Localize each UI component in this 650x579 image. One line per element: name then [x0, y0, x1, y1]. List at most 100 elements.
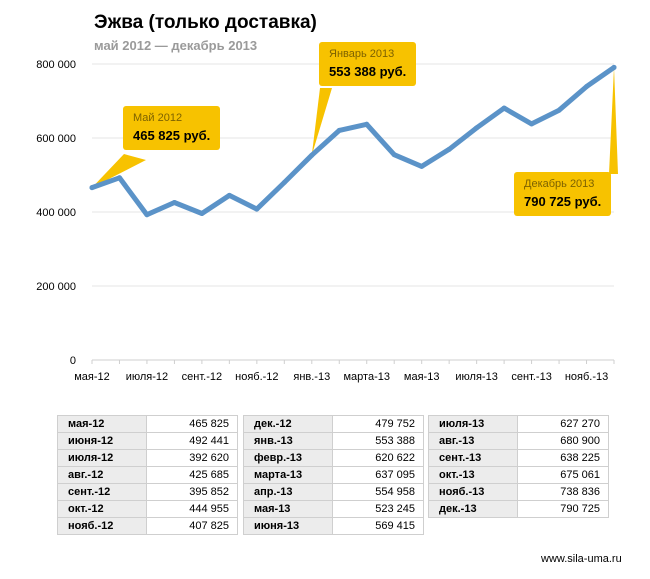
- table-month: сент.-13: [428, 449, 518, 467]
- table-value: 407 825: [146, 517, 238, 535]
- table-value: 569 415: [332, 517, 424, 535]
- table-value: 395 852: [146, 483, 238, 501]
- table-row: июля-12 392 620: [57, 449, 238, 467]
- table-row: дек.-13 790 725: [428, 500, 609, 518]
- table-row: нояб.-13 738 836: [428, 483, 609, 501]
- callout-jan-2013: Январь 2013 553 388 руб.: [319, 42, 417, 86]
- table-row: нояб.-12 407 825: [57, 517, 238, 535]
- x-tick-label: сент.-13: [511, 371, 551, 383]
- x-tick-label: марта-13: [343, 371, 390, 383]
- table-row: янв.-13 553 388: [243, 432, 424, 450]
- table-month: марта-13: [243, 466, 333, 484]
- table-month: нояб.-12: [57, 517, 147, 535]
- callout-value: 790 725 руб.: [524, 194, 602, 209]
- table-row: февр.-13 620 622: [243, 449, 424, 467]
- table-row: мая-13 523 245: [243, 500, 424, 518]
- callout-pointer: [609, 67, 618, 174]
- table-row: марта-13 637 095: [243, 466, 424, 484]
- table-value: 637 095: [332, 466, 424, 484]
- table-month: дек.-13: [428, 500, 518, 518]
- callout-pointer: [92, 154, 146, 188]
- table-value: 620 622: [332, 449, 424, 467]
- x-tick-label: нояб.-12: [235, 371, 278, 383]
- callout-dec-2013: Декабрь 2013 790 725 руб.: [514, 172, 612, 216]
- table-row: июня-13 569 415: [243, 517, 424, 535]
- data-point: [419, 163, 425, 169]
- chart-subtitle: май 2012 — декабрь 2013: [94, 38, 258, 53]
- table-value: 554 958: [332, 483, 424, 501]
- data-point: [336, 127, 342, 133]
- table-month: мая-13: [243, 500, 333, 518]
- table-value: 465 825: [146, 415, 238, 433]
- chart-title: Эжва (только доставка): [94, 12, 317, 33]
- data-point: [474, 125, 480, 131]
- callout-label: Май 2012: [133, 112, 183, 124]
- table-value: 738 836: [517, 483, 609, 501]
- data-table-3: июля-13 627 270 авг.-13 680 900 сент.-13 63…: [428, 415, 609, 518]
- table-value: 479 752: [332, 415, 424, 433]
- table-value: 392 620: [146, 449, 238, 467]
- data-point: [309, 152, 315, 158]
- line-chart: 0 200 000 400 000 600 000 800 000 мая-12 июля-…: [36, 59, 618, 383]
- data-point: [446, 146, 452, 152]
- table-month: сент.-12: [57, 483, 147, 501]
- data-point: [529, 121, 535, 127]
- table-month: нояб.-13: [428, 483, 518, 501]
- table-month: авг.-12: [57, 466, 147, 484]
- data-point: [556, 107, 562, 113]
- table-value: 627 270: [517, 415, 609, 433]
- table-month: июня-12: [57, 432, 147, 450]
- site-url: www.sila-uma.ru: [541, 553, 622, 565]
- data-point: [199, 211, 205, 217]
- table-row: авг.-12 425 685: [57, 466, 238, 484]
- x-tick-label: мая-13: [404, 371, 440, 383]
- table-row: окт.-13 675 061: [428, 466, 609, 484]
- table-value: 790 725: [517, 500, 609, 518]
- y-tick-label: 600 000: [36, 133, 76, 145]
- x-tick-label: июля-13: [455, 371, 497, 383]
- data-point: [611, 64, 617, 70]
- table-row: сент.-13 638 225: [428, 449, 609, 467]
- table-month: февр.-13: [243, 449, 333, 467]
- data-point: [281, 179, 287, 185]
- table-value: 523 245: [332, 500, 424, 518]
- callout-value: 465 825 руб.: [133, 128, 211, 143]
- table-value: 680 900: [517, 432, 609, 450]
- y-tick-label: 0: [70, 355, 76, 367]
- y-tick-label: 400 000: [36, 207, 76, 219]
- x-tick-label: июля-12: [126, 371, 168, 383]
- table-row: дек.-12 479 752: [243, 415, 424, 433]
- table-row: авг.-13 680 900: [428, 432, 609, 450]
- table-value: 492 441: [146, 432, 238, 450]
- table-row: окт.-12 444 955: [57, 500, 238, 518]
- data-point: [254, 206, 260, 212]
- data-point: [364, 121, 370, 127]
- callout-may-2012: Май 2012 465 825 руб.: [123, 106, 221, 150]
- callout-value: 553 388 руб.: [329, 64, 407, 79]
- data-point: [226, 192, 232, 198]
- series-line: [89, 64, 617, 218]
- data-point: [501, 105, 507, 111]
- y-tick-label: 200 000: [36, 281, 76, 293]
- x-tick-label: янв.-13: [293, 371, 330, 383]
- data-table-2: дек.-12 479 752 янв.-13 553 388 февр.-13 62…: [243, 415, 424, 535]
- x-tick-label: сент.-12: [182, 371, 222, 383]
- data-table-1: мая-12 465 825 июня-12 492 441 июля-12 392 …: [57, 415, 238, 535]
- callout-label: Январь 2013: [329, 48, 395, 60]
- data-point: [116, 175, 122, 181]
- data-point: [144, 212, 150, 218]
- table-month: дек.-12: [243, 415, 333, 433]
- data-point: [584, 84, 590, 90]
- table-value: 425 685: [146, 466, 238, 484]
- table-value: 675 061: [517, 466, 609, 484]
- table-month: мая-12: [57, 415, 147, 433]
- table-month: июля-13: [428, 415, 518, 433]
- data-point: [89, 185, 95, 191]
- data-point: [391, 152, 397, 158]
- table-row: сент.-12 395 852: [57, 483, 238, 501]
- table-month: апр.-13: [243, 483, 333, 501]
- table-row: июля-13 627 270: [428, 415, 609, 433]
- table-value: 638 225: [517, 449, 609, 467]
- data-point: [171, 199, 177, 205]
- table-month: июня-13: [243, 517, 333, 535]
